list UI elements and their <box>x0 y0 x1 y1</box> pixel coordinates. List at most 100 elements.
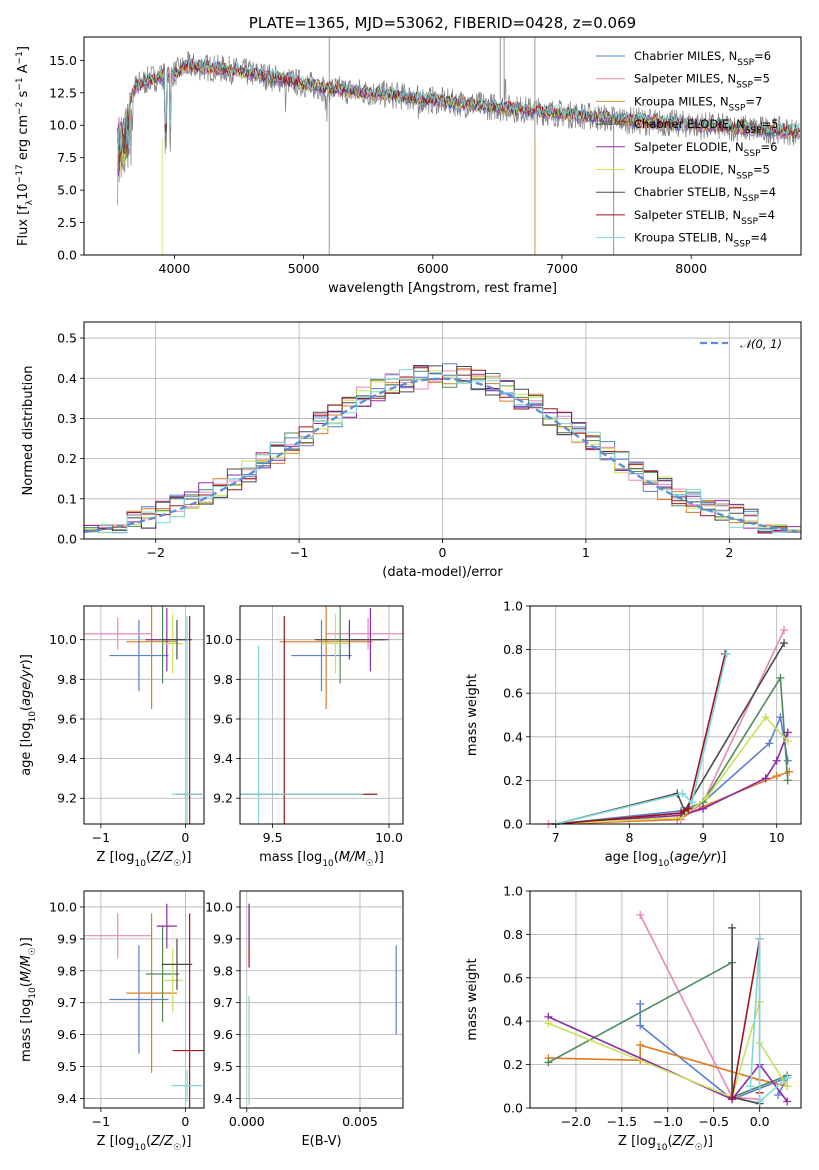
plot-area <box>240 606 403 824</box>
y-tick-label: 1.0 <box>503 599 523 614</box>
plus-marker <box>544 1019 553 1028</box>
errorbar-point <box>84 617 152 650</box>
y-tick-label: 10.0 <box>205 632 233 647</box>
plus-marker <box>783 1073 792 1082</box>
y-tick-label: 9.8 <box>213 963 233 978</box>
y-tick-label: 5.0 <box>57 183 77 198</box>
plus-marker <box>755 1097 764 1106</box>
y-tick-label: 9.8 <box>213 672 233 687</box>
x-tick-label: 0 <box>181 1114 189 1129</box>
y-tick-label: 7.5 <box>57 150 77 165</box>
y-axis-label: mass weight <box>465 958 480 1040</box>
y-tick-label: 1.0 <box>503 884 523 899</box>
errorbar-point <box>84 913 152 959</box>
plus-marker <box>702 793 711 802</box>
y-tick-label: 2.5 <box>57 215 77 230</box>
y-tick-label: 0.4 <box>503 1014 523 1029</box>
legend-entry: 𝒩(0, 1) <box>740 337 782 351</box>
chart-weight-vs-Z: −2.0 −1.5 −1.0 −0.5 0.0 0.0 0.2 0.4 0.6 0.8 1.0 Z [… <box>465 884 802 1153</box>
legend-entry: Kroupa STELIB, NSSP=4 <box>634 231 767 250</box>
model-7 <box>117 58 800 154</box>
plus-marker <box>772 756 781 765</box>
x-tick-label: −1 <box>92 1114 110 1129</box>
axes-frame <box>83 605 205 825</box>
x-tick-label: 0.005 <box>342 1114 378 1129</box>
x-axis-label: mass [log10(M/M☉)] <box>259 850 384 869</box>
y-tick-label: 9.6 <box>213 1027 233 1042</box>
weight-line-9 <box>555 653 728 825</box>
weight-line-6 <box>555 715 789 825</box>
plot-area <box>117 37 801 255</box>
plot-area <box>84 606 203 824</box>
y-tick-label: 0.6 <box>503 686 523 701</box>
weight-line-2 <box>639 914 760 1101</box>
plus-marker <box>780 625 789 634</box>
y-tick-label: 10.0 <box>49 899 77 914</box>
x-tick-label: −1.0 <box>653 1114 683 1129</box>
plus-marker <box>688 798 697 807</box>
axes-frame <box>239 605 404 825</box>
plus-marker <box>636 1021 645 1030</box>
x-tick-label: 6000 <box>417 261 449 276</box>
y-tick-label: 0.0 <box>57 248 77 263</box>
errorbar-point <box>279 606 373 710</box>
y-tick-label: 9.6 <box>57 711 77 726</box>
plus-marker <box>783 1082 792 1091</box>
y-tick-label: 0.0 <box>503 817 523 832</box>
y-tick-label: 9.7 <box>213 995 233 1010</box>
legend-entry: Salpeter ELODIE, NSSP=6 <box>634 140 777 159</box>
chart-age-vs-mass: 9.5 10.0 9.2 9.4 9.6 9.8 10.0 mass [log10(M/M☉)… <box>205 605 404 869</box>
y-tick-label: 12.5 <box>49 85 77 100</box>
chart-spectrum: PLATE=1365, MJD=53062, FIBERID=0428, z=0… <box>15 14 802 296</box>
errorbar-point <box>240 645 364 824</box>
weight-line-4 <box>555 675 789 825</box>
plus-marker <box>684 804 693 813</box>
y-tick-label: 9.7 <box>57 995 77 1010</box>
y-tick-label: 0.5 <box>57 331 77 346</box>
x-axis-label: Z [log10(Z/Z☉)] <box>97 850 192 869</box>
x-tick-label: −1 <box>92 830 110 845</box>
plus-marker <box>636 910 645 919</box>
legend-entry: Salpeter MILES, NSSP=5 <box>634 72 770 91</box>
plus-marker <box>746 1082 755 1091</box>
x-tick-label: 7 <box>552 830 560 845</box>
x-tick-label: 2 <box>725 545 733 560</box>
weight-line-5 <box>548 1016 788 1102</box>
legend-entry: Kroupa ELODIE, NSSP=5 <box>634 163 770 182</box>
y-tick-label: 0.2 <box>503 1057 523 1072</box>
chart-residuals: −2 −1 0 1 2 0.0 0.1 0.2 0.3 0.4 0.5 (data-model)/er… <box>21 321 802 580</box>
plus-marker <box>678 789 687 798</box>
plus-marker <box>761 774 770 783</box>
y-axis-label: mass weight <box>465 674 480 756</box>
plus-marker <box>783 756 792 765</box>
axes-frame <box>83 36 802 256</box>
y-tick-label: 9.4 <box>213 1091 233 1106</box>
errorbar-point <box>171 1069 203 1102</box>
plus-marker <box>722 649 731 658</box>
y-tick-label: 9.8 <box>57 672 77 687</box>
x-axis-label: wavelength [Angstrom, rest frame] <box>328 281 557 296</box>
y-tick-label: 9.8 <box>57 963 77 978</box>
y-tick-label: 0.1 <box>57 491 77 506</box>
legend-entry: Salpeter STELIB, NSSP=4 <box>634 208 775 227</box>
legend: Chabrier MILES, NSSP=6 Salpeter MILES, NS… <box>596 49 779 250</box>
plus-marker <box>772 772 781 781</box>
chart-mass-vs-EBV: 0.000 0.005 9.4 9.5 9.6 9.7 9.8 9.9 10.0 E(B-V) <box>205 890 404 1149</box>
plus-marker <box>776 673 785 682</box>
errorbar-point <box>321 613 350 674</box>
weight-line-5 <box>555 732 789 825</box>
x-axis-label: Z [log10(Z/Z☉)] <box>618 1134 713 1153</box>
errorbar-point <box>126 913 177 1073</box>
y-tick-label: 9.9 <box>213 931 233 946</box>
y-tick-label: 10.0 <box>49 118 77 133</box>
y-tick-label: 0.8 <box>503 642 523 657</box>
plus-marker <box>636 999 645 1008</box>
model-9 <box>117 57 801 161</box>
plus-marker <box>544 1058 553 1067</box>
x-tick-label: 10 <box>769 830 785 845</box>
plus-marker <box>728 923 737 932</box>
y-tick-label: 0.4 <box>57 371 77 386</box>
histogram-8 <box>84 367 801 534</box>
axes-frame <box>529 605 802 825</box>
